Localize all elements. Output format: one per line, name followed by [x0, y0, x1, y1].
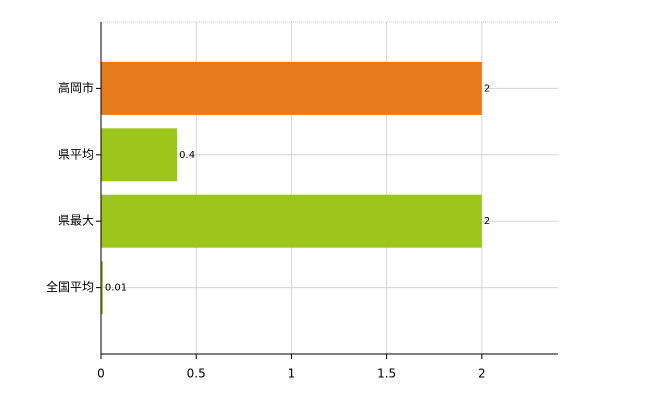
x-tick-label: 1.5	[377, 367, 396, 381]
y-tick-label: 県平均	[58, 147, 94, 161]
value-label: 2	[484, 216, 490, 227]
x-tick-label: 0	[97, 367, 105, 381]
value-label: 0.01	[105, 283, 127, 294]
value-label: 0.4	[179, 150, 195, 161]
bar	[101, 261, 103, 315]
bar	[101, 194, 482, 248]
x-tick-label: 0.5	[187, 367, 206, 381]
value-label: 2	[484, 83, 490, 94]
bar	[101, 61, 482, 115]
y-tick-label: 全国平均	[46, 279, 94, 294]
y-tick-label: 高岡市	[58, 80, 94, 95]
y-tick-label: 県最大	[58, 214, 94, 228]
bar	[101, 128, 178, 182]
x-tick-label: 1	[288, 367, 296, 381]
x-tick-label: 2	[478, 367, 486, 381]
